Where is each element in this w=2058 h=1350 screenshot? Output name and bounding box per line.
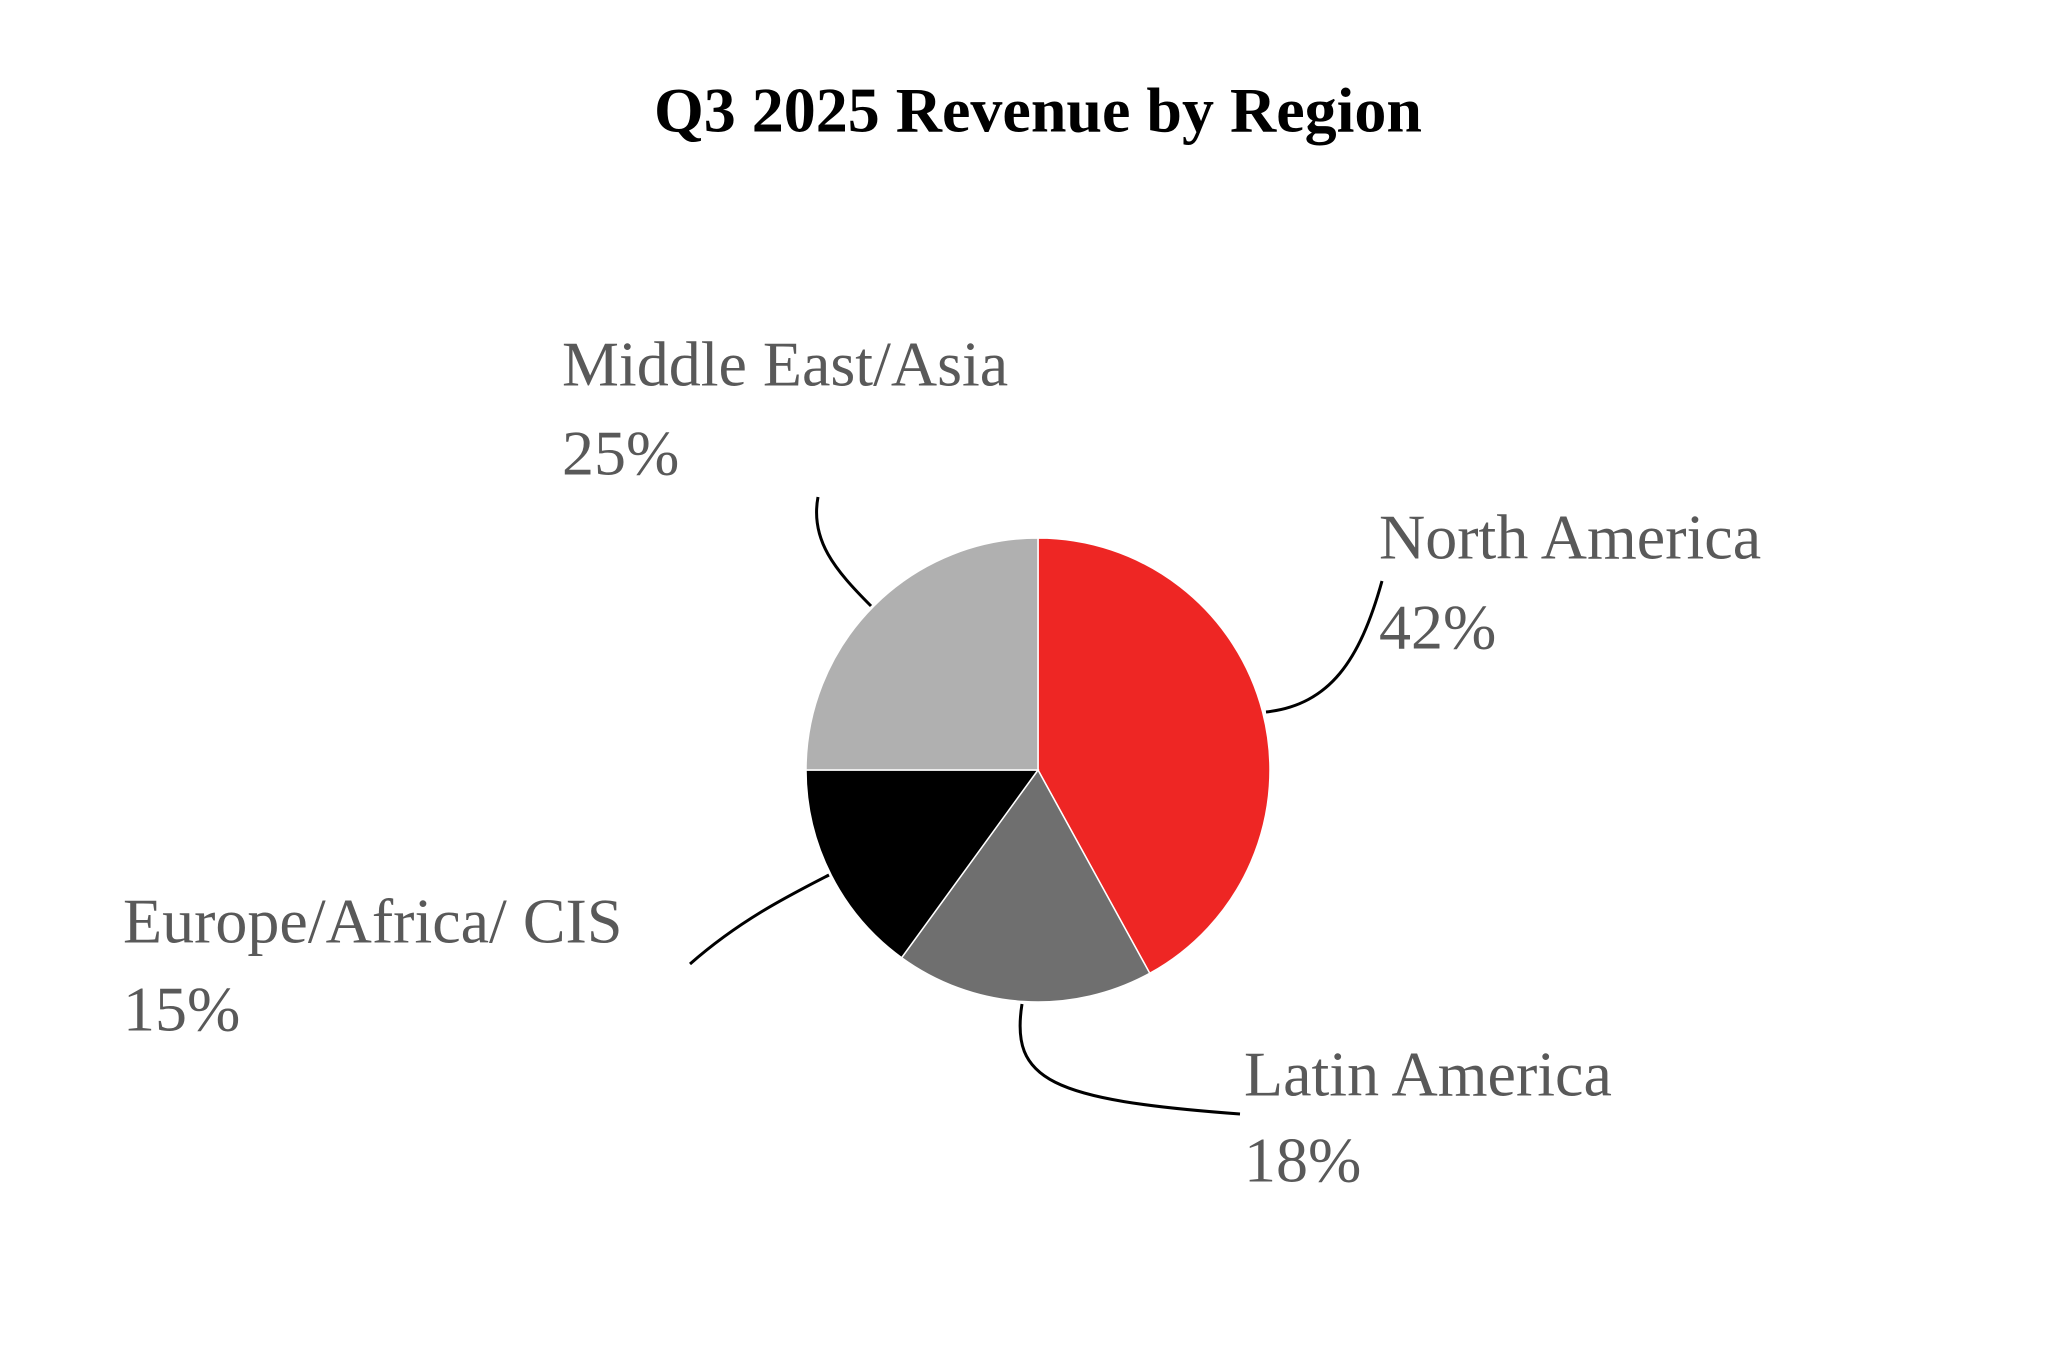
- slice-value-label: 25%: [562, 418, 679, 489]
- pie-slice: [1037, 537, 1271, 975]
- leader-line: [1265, 580, 1384, 714]
- leader-line: [689, 873, 830, 966]
- pie-slice: [805, 769, 1040, 959]
- chart-title: Q3 2025 Revenue by Region: [654, 75, 1422, 146]
- slice-value-label: 42%: [1379, 592, 1496, 663]
- leader-line: [1018, 1003, 1241, 1116]
- slice-label: Middle East/Asia: [562, 329, 1008, 400]
- leader-line: [815, 496, 873, 608]
- slice-value-label: 18%: [1244, 1125, 1361, 1196]
- slice-label: Latin America: [1244, 1039, 1612, 1110]
- slice-value-label: 15%: [123, 974, 240, 1045]
- pie-slice: [900, 768, 1151, 1003]
- slice-label: North America: [1379, 502, 1761, 573]
- pie-slice: [805, 537, 1039, 771]
- slice-label: Europe/Africa/ CIS: [123, 886, 622, 957]
